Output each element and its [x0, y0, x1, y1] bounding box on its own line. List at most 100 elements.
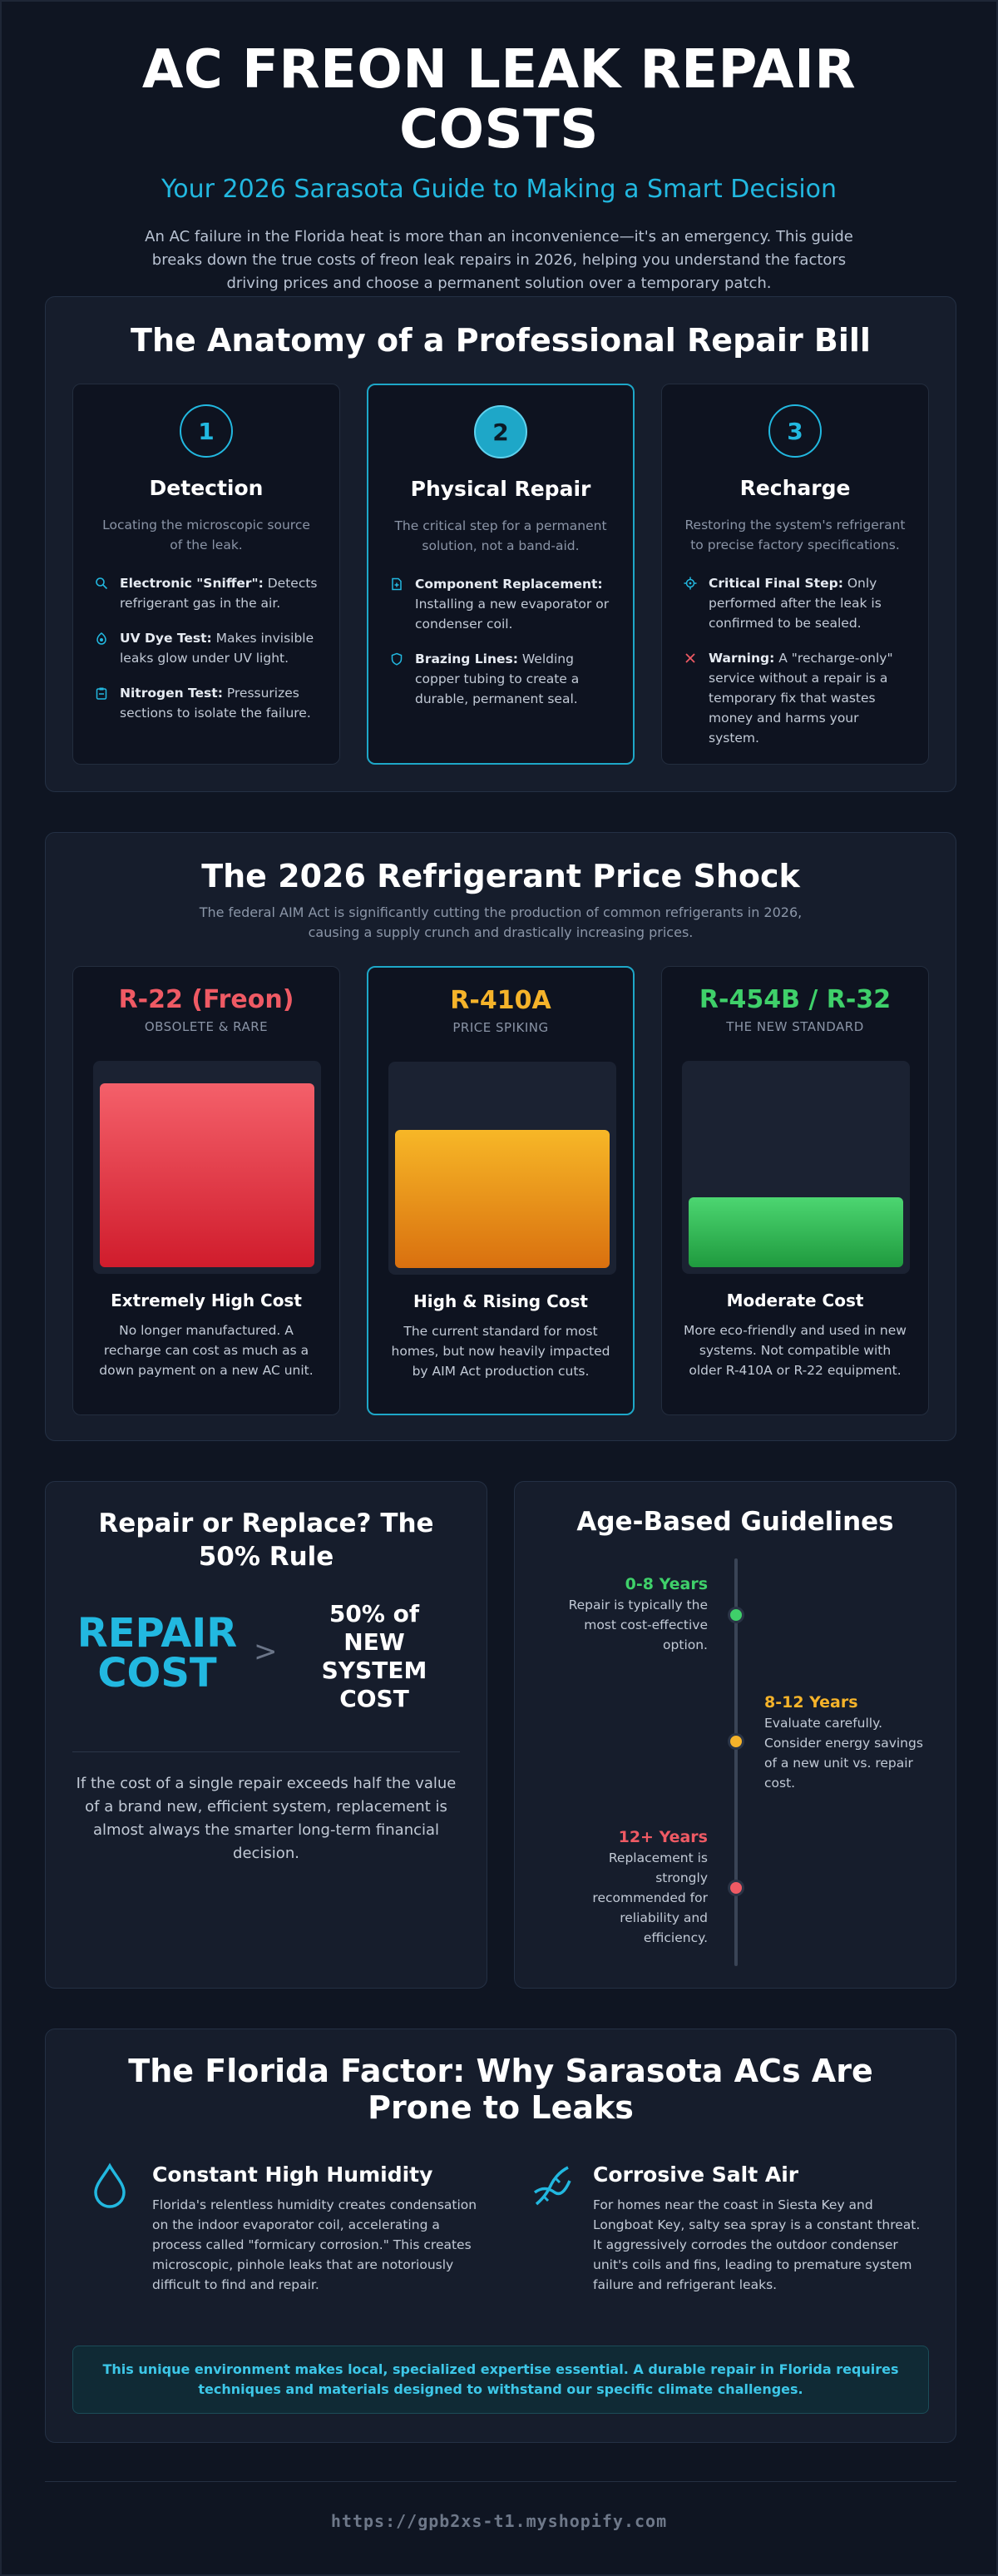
- bullet-label: Component Replacement:: [415, 577, 603, 592]
- price-meter: [388, 1062, 616, 1275]
- footer-divider: [45, 2481, 956, 2482]
- anatomy-title: The Anatomy of a Professional Repair Bil…: [131, 322, 871, 359]
- footer-url-link[interactable]: https://gpb2xs-t1.myshopify.com: [330, 2511, 668, 2531]
- price-meter-fill: [689, 1197, 903, 1267]
- florida-factor-section: The Florida Factor: Why Sarasota ACs Are…: [45, 2029, 956, 2443]
- refrigerant-card-r22: R-22 (Freon) OBSOLETE & RARE Extremely H…: [72, 966, 340, 1415]
- florida-title: The Florida Factor: Why Sarasota ACs Are…: [128, 2053, 873, 2126]
- list-item: Warning: A "recharge-only" service witho…: [684, 648, 907, 748]
- greater-than-sign: >: [254, 1635, 278, 1668]
- anatomy-section: The Anatomy of a Professional Repair Bil…: [45, 296, 956, 792]
- refrigerant-card-r410a: R-410A PRICE SPIKING High & Rising Cost …: [367, 966, 635, 1415]
- bullet-label: Electronic "Sniffer":: [120, 576, 264, 591]
- step-card-detection: 1 Detection Locating the microscopic sou…: [72, 384, 340, 765]
- cost-description: No longer manufactured. A recharge can c…: [99, 1323, 314, 1378]
- refrigerant-card-r454b: R-454B / R-32 THE NEW STANDARD Moderate …: [661, 966, 929, 1415]
- repair-cost-label: REPAIR COST: [77, 1610, 238, 1697]
- cost-description: More eco-friendly and used in new system…: [684, 1323, 907, 1378]
- age-item: 8-12 Years Evaluate carefully. Consider …: [764, 1692, 931, 1793]
- rule-explanation: If the cost of a single repair exceeds h…: [76, 1775, 457, 1862]
- step-number: 2: [474, 405, 527, 458]
- list-item: Electronic "Sniffer": Detects refrigeran…: [95, 573, 318, 613]
- dna-icon: [530, 2162, 575, 2295]
- list-item: Brazing Lines: Welding copper tubing to …: [390, 649, 611, 709]
- price-meter: [93, 1061, 321, 1274]
- timeline-line: [734, 1558, 738, 1966]
- list-item: Critical Final Step: Only performed afte…: [684, 573, 907, 633]
- timeline-dot: [728, 1733, 744, 1750]
- factor-title: Constant High Humidity: [152, 2162, 433, 2187]
- timeline-dot: [728, 1607, 744, 1623]
- age-range: 8-12 Years: [764, 1693, 858, 1712]
- refrigerant-name: R-454B / R-32: [699, 985, 892, 1014]
- bullet-label: UV Dye Test:: [120, 631, 212, 646]
- x-icon: [684, 651, 699, 748]
- document-icon: [390, 577, 405, 634]
- bullet-text: Only performed after the leak is confirm…: [709, 576, 882, 631]
- refrigerant-name: R-410A: [450, 986, 551, 1015]
- factor-salt-air: Corrosive Salt Air For homes near the co…: [530, 2162, 929, 2295]
- step-description: Restoring the system's refrigerant to pr…: [684, 518, 906, 552]
- price-shock-section: The 2026 Refrigerant Price Shock The fed…: [45, 832, 956, 1441]
- price-meter-fill: [395, 1130, 610, 1268]
- search-icon: [95, 576, 110, 613]
- new-system-cost-label: 50% of NEW SYSTEM COST: [321, 1600, 427, 1712]
- price-title: The 2026 Refrigerant Price Shock: [201, 858, 800, 894]
- bullet-text: Detects refrigerant gas in the air.: [120, 576, 318, 611]
- bullet-label: Nitrogen Test:: [120, 686, 223, 701]
- age-range: 0-8 Years: [625, 1575, 708, 1593]
- page-subtitle: Your 2026 Sarasota Guide to Making a Sma…: [161, 175, 837, 204]
- refrigerant-tag: OBSOLETE & RARE: [144, 1019, 269, 1034]
- bullet-text: A "recharge-only" service without a repa…: [709, 651, 893, 746]
- page-title: AC FREON LEAK REPAIR COSTS: [141, 39, 857, 161]
- price-subtitle: The federal AIM Act is significantly cut…: [199, 904, 803, 940]
- cost-label: High & Rising Cost: [413, 1291, 588, 1311]
- fifty-percent-rule-section: Repair or Replace? The 50% Rule REPAIR C…: [45, 1481, 487, 1989]
- bullet-text: Welding copper tubing to create a durabl…: [415, 651, 580, 706]
- bullet-label: Brazing Lines:: [415, 651, 518, 666]
- age-guidance: Repair is typically the most cost-effect…: [568, 1598, 708, 1652]
- clipboard-icon: [95, 686, 110, 723]
- bullet-text: Installing a new evaporator or condenser…: [415, 597, 610, 632]
- bullet-text: Pressurizes sections to isolate the fail…: [120, 686, 311, 721]
- refrigerant-tag: PRICE SPIKING: [452, 1020, 549, 1035]
- step-title: Detection: [149, 476, 264, 500]
- factor-title: Corrosive Salt Air: [593, 2162, 799, 2187]
- rule-title: Repair or Replace? The 50% Rule: [98, 1508, 434, 1572]
- factor-text: Florida's relentless humidity creates co…: [152, 2197, 477, 2292]
- timeline-dot: [728, 1880, 744, 1896]
- refrigerant-name: R-22 (Freon): [118, 985, 294, 1014]
- step-number: 1: [180, 404, 233, 458]
- age-guidance: Replacement is strongly recommended for …: [592, 1850, 708, 1945]
- list-item: Component Replacement: Installing a new …: [390, 574, 611, 634]
- list-item: UV Dye Test: Makes invisible leaks glow …: [95, 628, 318, 668]
- step-title: Recharge: [739, 476, 851, 500]
- step-number: 3: [768, 404, 822, 458]
- hero-header: AC FREON LEAK REPAIR COSTS Your 2026 Sar…: [45, 2, 953, 324]
- age-item: 12+ Years Replacement is strongly recomm…: [541, 1826, 708, 1948]
- list-item: Nitrogen Test: Pressurizes sections to i…: [95, 683, 318, 723]
- cost-label: Extremely High Cost: [111, 1290, 302, 1310]
- age-item: 0-8 Years Repair is typically the most c…: [541, 1573, 708, 1655]
- cost-label: Moderate Cost: [726, 1290, 864, 1310]
- water-drop-icon: [89, 2162, 134, 2295]
- step-description: Locating the microscopic source of the l…: [102, 518, 310, 552]
- step-card-recharge: 3 Recharge Restoring the system's refrig…: [661, 384, 929, 765]
- bullet-label: Critical Final Step:: [709, 576, 843, 591]
- target-icon: [684, 576, 699, 633]
- shield-icon: [390, 651, 405, 709]
- bullet-text: Makes invisible leaks glow under UV ligh…: [120, 631, 314, 666]
- age-title: Age-Based Guidelines: [576, 1507, 894, 1537]
- intro-text: An AC failure in the Florida heat is mor…: [145, 228, 853, 292]
- factor-humidity: Constant High Humidity Florida's relentl…: [89, 2162, 488, 2295]
- factor-text: For homes near the coast in Siesta Key a…: [593, 2197, 921, 2292]
- step-card-physical-repair: 2 Physical Repair The critical step for …: [367, 384, 635, 765]
- age-range: 12+ Years: [618, 1828, 708, 1846]
- refrigerant-tag: THE NEW STANDARD: [726, 1019, 864, 1034]
- price-meter: [682, 1061, 910, 1274]
- age-guidance: Evaluate carefully. Consider energy savi…: [764, 1716, 923, 1791]
- rule-divider: [72, 1751, 460, 1752]
- step-description: The critical step for a permanent soluti…: [394, 518, 607, 553]
- age-guidelines-section: Age-Based Guidelines 0-8 Years Repair is…: [514, 1481, 956, 1989]
